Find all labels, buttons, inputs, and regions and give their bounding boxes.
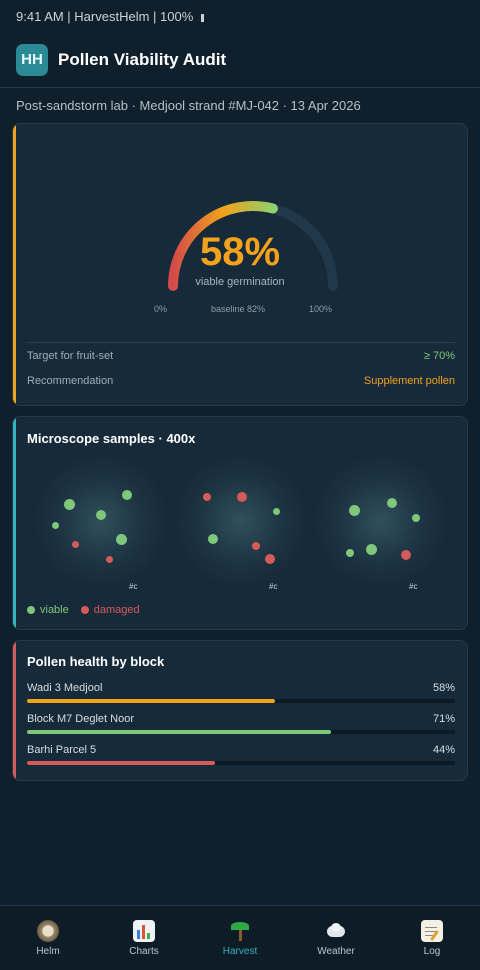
microscope-title: Microscope samples · 400x (27, 431, 196, 446)
block-value: 71% (432, 713, 455, 725)
damaged-grain (252, 542, 260, 550)
target-value: ≥ 70% (423, 350, 455, 362)
viability-gauge-card: 58% viable germination 0% baseline 82% 1… (12, 123, 468, 406)
tab-label: Harvest (222, 946, 258, 957)
recommendation-value[interactable]: Supplement pollen (363, 375, 455, 387)
gauge-fill (168, 201, 278, 291)
viable-grain (122, 490, 132, 500)
tab-label: Weather (317, 946, 355, 957)
app-logo[interactable]: HH (16, 43, 48, 76)
block-health-card: Pollen health by block Wadi 3 Medjool 58… (12, 640, 468, 781)
viable-grain (387, 498, 397, 508)
block-value: 58% (432, 682, 455, 694)
block-name: Wadi 3 Medjool (27, 682, 103, 694)
microscope-card: Microscope samples · 400x #c #c #c viabl… (12, 416, 468, 630)
tab-label: Helm (36, 946, 60, 957)
gauge-arc (168, 201, 338, 291)
tab-harvest[interactable]: Harvest (192, 906, 288, 970)
recommendation-label: Recommendation (27, 375, 114, 387)
block-health-title: Pollen health by block (27, 654, 165, 669)
block-progress-fill (27, 761, 216, 765)
tab-log[interactable]: Log (384, 906, 480, 970)
block-row[interactable]: Barhi Parcel 5 44% (27, 744, 455, 765)
damaged-grain (401, 550, 411, 560)
viable-grain (412, 514, 420, 522)
card-accent (13, 641, 16, 780)
palm-tree-icon (229, 920, 251, 942)
wind-cloud-icon (325, 920, 347, 942)
damaged-grain (237, 492, 247, 502)
viable-grain (96, 510, 106, 520)
legend-swatch (27, 606, 35, 614)
block-progress-track (27, 699, 455, 703)
card-accent (13, 417, 16, 629)
tab-label: Charts (129, 946, 159, 957)
gauge-baseline-label: baseline 82% (211, 304, 266, 314)
legend-label: viable (40, 604, 69, 616)
sample-slide[interactable]: #c (35, 455, 167, 591)
status-bar: 9:41 AM | HarvestHelm | 100% (0, 0, 480, 32)
legend-label: damaged (93, 604, 140, 616)
block-progress-track (27, 761, 455, 765)
status-text: 9:41 AM | HarvestHelm | 100% (16, 9, 194, 24)
viable-grain (52, 522, 59, 529)
recommendation-row: Recommendation Supplement pollen (27, 375, 455, 387)
block-progress-fill (27, 730, 331, 734)
tab-weather[interactable]: Weather (288, 906, 384, 970)
context-line: Post-sandstorm lab · Medjool strand #MJ-… (16, 98, 361, 113)
viable-grain (346, 549, 354, 557)
block-row[interactable]: Wadi 3 Medjool 58% (27, 682, 455, 703)
block-value: 44% (432, 744, 455, 756)
battery-icon (200, 14, 204, 22)
notepad-icon (421, 920, 443, 942)
tab-charts[interactable]: Charts (96, 906, 192, 970)
damaged-grain (203, 493, 211, 501)
block-row[interactable]: Block M7 Deglet Noor 71% (27, 713, 455, 734)
viable-grain (116, 534, 127, 545)
gauge-value: 58% (199, 230, 281, 274)
viable-grain (64, 499, 75, 510)
card-accent (13, 124, 16, 405)
gauge-caption: viable germination (195, 276, 285, 288)
tab-helm[interactable]: Helm (0, 906, 96, 970)
app-header: HH Pollen Viability Audit (0, 32, 480, 88)
legend-damaged: damaged (80, 604, 140, 616)
damaged-grain (106, 556, 113, 563)
damaged-grain (265, 554, 275, 564)
legend-viable: viable (27, 604, 69, 616)
target-row: Target for fruit-set ≥ 70% (27, 350, 455, 362)
gauge-min-label: 0% (154, 304, 168, 314)
divider (27, 342, 455, 343)
block-name: Block M7 Deglet Noor (27, 713, 134, 725)
block-progress-track (27, 730, 455, 734)
viable-grain (208, 534, 218, 544)
tab-label: Log (423, 946, 441, 957)
legend-swatch (80, 606, 89, 614)
block-name: Barhi Parcel 5 (27, 744, 97, 756)
sample-label: #c (409, 582, 418, 591)
viability-gauge: 58% viable germination 0% baseline 82% 1… (13, 196, 467, 316)
viable-grain (349, 505, 360, 516)
gauge-max-label: 100% (309, 304, 333, 314)
sample-label: #c (269, 582, 278, 591)
bottom-tab-bar: Helm Charts Harvest Weather Log (0, 905, 480, 970)
compass-icon (37, 920, 59, 942)
viable-grain (273, 508, 280, 515)
viable-grain (366, 544, 377, 555)
page-title: Pollen Viability Audit (58, 49, 227, 69)
damaged-grain (72, 541, 79, 548)
sample-slide[interactable]: #c (315, 455, 447, 591)
target-label: Target for fruit-set (27, 350, 114, 362)
sample-slide[interactable]: #c (175, 455, 307, 591)
bar-chart-icon (133, 920, 155, 942)
sample-legend: viable damaged (27, 604, 152, 616)
block-progress-fill (27, 699, 276, 703)
sample-label: #c (129, 582, 138, 591)
